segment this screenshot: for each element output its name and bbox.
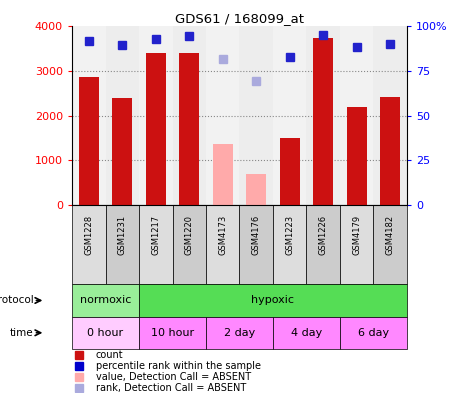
Text: GSM4173: GSM4173 [218,215,227,255]
Bar [206,26,239,205]
Bar [273,205,306,284]
Text: 4 day: 4 day [291,328,322,338]
Bar [106,205,139,284]
Text: 2 day: 2 day [224,328,255,338]
Bar [139,26,173,205]
Bar [380,97,400,205]
Bar [72,284,139,317]
Bar [206,317,273,349]
Text: rank, Detection Call = ABSENT: rank, Detection Call = ABSENT [95,383,246,393]
Bar [72,317,139,349]
Text: 6 day: 6 day [358,328,389,338]
Text: percentile rank within the sample: percentile rank within the sample [95,361,260,371]
Bar [139,205,173,284]
Text: protocol: protocol [0,295,33,305]
Text: time: time [10,328,33,338]
Text: GSM1231: GSM1231 [118,215,127,255]
Text: 10 hour: 10 hour [151,328,194,338]
Text: GSM1220: GSM1220 [185,215,194,255]
Bar [340,205,373,284]
Bar [206,205,239,284]
Bar [112,99,133,205]
Bar [139,284,407,317]
Text: GSM4182: GSM4182 [385,215,395,255]
Bar [179,53,199,205]
Bar [306,26,340,205]
Text: count: count [95,350,123,360]
Bar [139,317,206,349]
Bar [279,138,300,205]
Text: GSM1226: GSM1226 [319,215,328,255]
Bar [273,26,306,205]
Bar [239,26,273,205]
Bar [72,205,106,284]
Text: GSM1217: GSM1217 [151,215,160,255]
Bar [106,26,139,205]
Bar [373,26,407,205]
Bar [72,26,106,205]
Bar [213,144,233,205]
Bar [239,205,273,284]
Bar [340,26,373,205]
Text: GSM4176: GSM4176 [252,215,261,255]
Text: hypoxic: hypoxic [252,295,294,305]
Bar [346,107,367,205]
Text: GSM1223: GSM1223 [285,215,294,255]
Bar [306,205,340,284]
Bar [173,26,206,205]
Title: GDS61 / 168099_at: GDS61 / 168099_at [175,11,304,25]
Bar [146,53,166,205]
Text: 0 hour: 0 hour [87,328,124,338]
Text: GSM1228: GSM1228 [84,215,93,255]
Text: GSM4179: GSM4179 [352,215,361,255]
Bar [313,38,333,205]
Bar [340,317,407,349]
Text: normoxic: normoxic [80,295,131,305]
Bar [273,317,340,349]
Bar [246,174,266,205]
Bar [173,205,206,284]
Bar [373,205,407,284]
Bar [79,77,99,205]
Text: value, Detection Call = ABSENT: value, Detection Call = ABSENT [95,372,251,382]
